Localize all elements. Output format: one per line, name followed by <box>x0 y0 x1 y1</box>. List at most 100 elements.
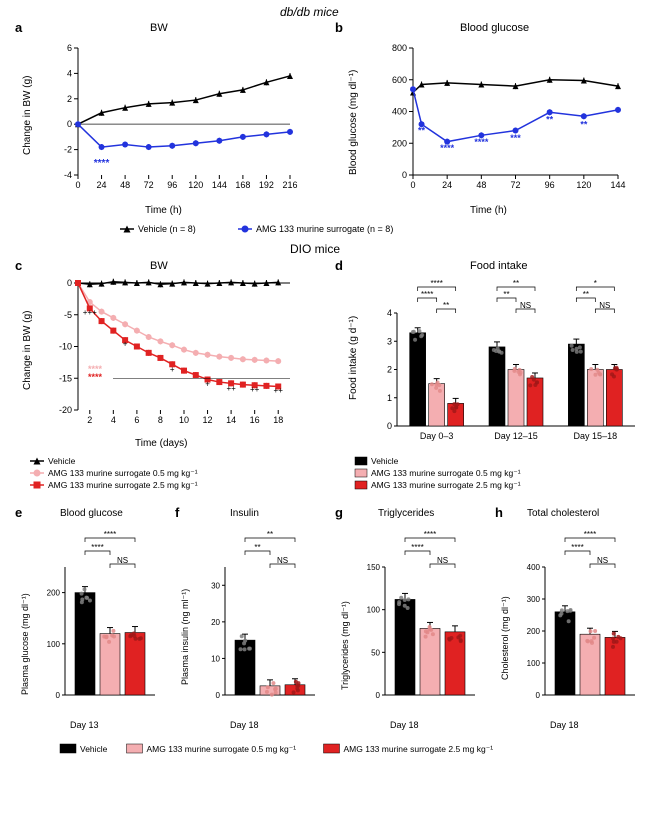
svg-text:192: 192 <box>259 180 274 190</box>
svg-text:Vehicle (n = 8): Vehicle (n = 8) <box>138 224 196 234</box>
svg-text:0: 0 <box>75 180 80 190</box>
svg-text:Vehicle: Vehicle <box>80 744 108 754</box>
svg-text:**: ** <box>580 119 588 129</box>
panel-b-ylabel: Blood glucose (mg dl⁻¹) <box>348 70 359 175</box>
svg-text:0: 0 <box>402 170 407 180</box>
svg-text:**: ** <box>418 126 426 136</box>
svg-text:****: **** <box>474 137 489 147</box>
svg-text:****: **** <box>440 143 455 153</box>
svg-text:6: 6 <box>134 415 139 425</box>
svg-text:NS: NS <box>117 556 128 565</box>
svg-text:++: ++ <box>250 385 260 394</box>
svg-text:+: + <box>170 365 175 374</box>
svg-text:****: **** <box>430 279 442 288</box>
svg-text:Vehicle: Vehicle <box>371 456 399 466</box>
svg-text:****: **** <box>584 530 596 539</box>
svg-text:200: 200 <box>392 138 407 148</box>
svg-text:20: 20 <box>211 618 220 627</box>
svg-text:**: ** <box>546 115 554 125</box>
svg-text:12: 12 <box>203 415 213 425</box>
svg-text:100: 100 <box>527 659 541 668</box>
panel-g-title: Triglycerides <box>378 508 434 519</box>
svg-text:24: 24 <box>97 180 107 190</box>
svg-text:***: *** <box>510 133 521 143</box>
svg-text:0: 0 <box>56 691 61 700</box>
svg-text:72: 72 <box>510 180 520 190</box>
svg-text:2: 2 <box>387 365 392 375</box>
panel-g-ylabel: Triglycerides (mg dl⁻¹) <box>340 601 351 690</box>
svg-text:AMG 133 murine surrogate 0.5 m: AMG 133 murine surrogate 0.5 mg kg⁻¹ <box>371 468 521 478</box>
svg-text:Day 0–3: Day 0–3 <box>420 431 454 441</box>
svg-text:16: 16 <box>250 415 260 425</box>
svg-text:-4: -4 <box>64 170 72 180</box>
svg-text:-2: -2 <box>64 145 72 155</box>
panel-b-title: Blood glucose <box>460 22 529 34</box>
svg-text:0: 0 <box>376 691 381 700</box>
svg-text:10: 10 <box>211 654 220 663</box>
chart-e: 0100200********NS <box>40 522 160 717</box>
svg-text:10: 10 <box>179 415 189 425</box>
svg-text:72: 72 <box>144 180 154 190</box>
svg-text:**: ** <box>503 290 509 299</box>
panel-d-ylabel: Food intake (g d⁻¹) <box>348 316 359 400</box>
panel-f-xlabel: Day 18 <box>230 720 259 730</box>
panel-b-xlabel: Time (h) <box>470 205 507 216</box>
svg-text:4: 4 <box>111 415 116 425</box>
svg-text:**: ** <box>583 290 589 299</box>
svg-text:0: 0 <box>410 180 415 190</box>
svg-text:**: ** <box>513 279 519 288</box>
svg-text:NS: NS <box>597 556 608 565</box>
chart-c: -20-15-10-5024681012141618++++++++++++**… <box>50 273 300 438</box>
svg-text:0: 0 <box>67 119 72 129</box>
svg-text:30: 30 <box>211 581 220 590</box>
svg-text:**: ** <box>254 543 260 552</box>
svg-text:200: 200 <box>47 589 61 598</box>
svg-text:+: + <box>205 380 210 389</box>
svg-text:50: 50 <box>371 648 380 657</box>
panel-e-ylabel: Plasma glucose (mg dl⁻¹) <box>20 593 31 695</box>
panel-e-label: e <box>15 505 22 520</box>
svg-text:2: 2 <box>87 415 92 425</box>
svg-text:+: + <box>123 340 128 349</box>
panel-b-label: b <box>335 20 343 35</box>
svg-text:NS: NS <box>277 556 288 565</box>
panel-d-label: d <box>335 258 343 273</box>
svg-text:0: 0 <box>387 421 392 431</box>
svg-text:100: 100 <box>47 640 61 649</box>
svg-text:****: **** <box>571 543 583 552</box>
panel-d-title: Food intake <box>470 260 527 272</box>
svg-text:++: ++ <box>274 386 284 395</box>
svg-text:8: 8 <box>158 415 163 425</box>
panel-h-ylabel: Cholesterol (mg dl⁻¹) <box>500 596 511 680</box>
svg-text:+++: +++ <box>83 308 97 317</box>
svg-text:AMG 133 murine surrogate (n =: AMG 133 murine surrogate (n = 8) <box>256 224 393 234</box>
svg-text:Day 15–18: Day 15–18 <box>574 431 618 441</box>
svg-text:0: 0 <box>67 278 72 288</box>
svg-text:-10: -10 <box>59 342 72 352</box>
svg-text:AMG 133 murine surrogate 2.5 m: AMG 133 murine surrogate 2.5 mg kg⁻¹ <box>344 744 494 754</box>
svg-text:100: 100 <box>367 606 381 615</box>
chart-b: 0200400600800024487296120144************… <box>378 38 628 203</box>
panel-a-title: BW <box>150 22 168 34</box>
main-title: db/db mice <box>280 5 339 19</box>
svg-text:800: 800 <box>392 43 407 53</box>
panel-c-ylabel: Change in BW (g) <box>22 311 33 390</box>
svg-text:120: 120 <box>188 180 203 190</box>
svg-text:2: 2 <box>67 94 72 104</box>
svg-text:Day 12–15: Day 12–15 <box>494 431 538 441</box>
svg-text:****: **** <box>411 543 423 552</box>
legend-c: VehicleAMG 133 murine surrogate 0.5 mg k… <box>30 455 310 495</box>
svg-text:4: 4 <box>67 68 72 78</box>
svg-text:-15: -15 <box>59 373 72 383</box>
panel-a-ylabel: Change in BW (g) <box>22 76 33 155</box>
chart-d: 01234Day 0–3Day 12–15Day 15–18**********… <box>375 273 640 448</box>
svg-text:3: 3 <box>387 336 392 346</box>
svg-text:600: 600 <box>392 75 407 85</box>
svg-text:48: 48 <box>120 180 130 190</box>
legend-ab: Vehicle (n = 8) AMG 133 murine surrogate … <box>120 222 580 237</box>
chart-f: 0102030****NS <box>200 522 320 717</box>
panel-f-title: Insulin <box>230 508 259 519</box>
svg-text:144: 144 <box>212 180 227 190</box>
svg-text:****: **** <box>91 543 103 552</box>
svg-text:6: 6 <box>67 43 72 53</box>
